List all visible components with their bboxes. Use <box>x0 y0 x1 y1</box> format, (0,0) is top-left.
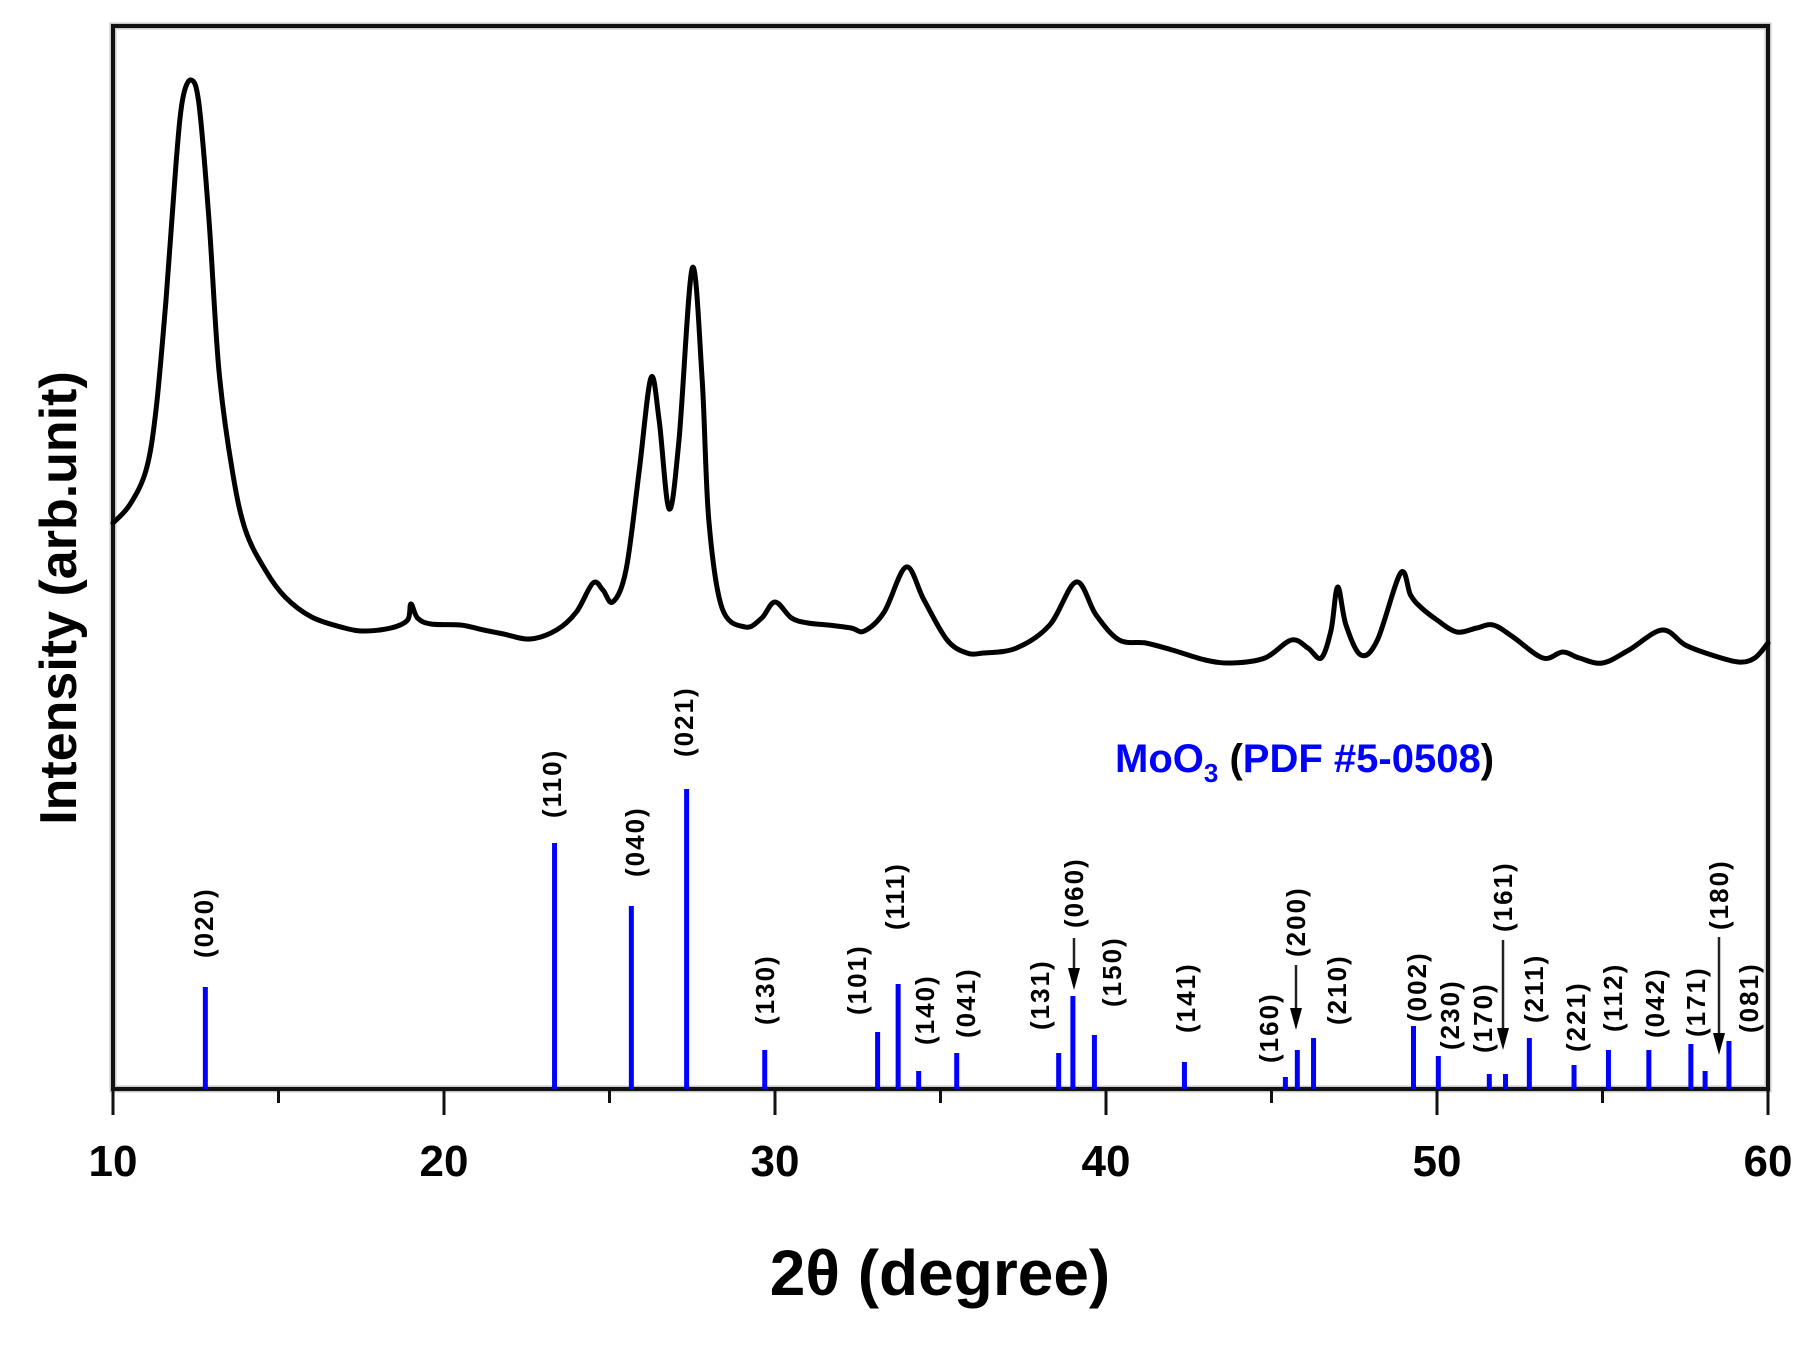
hkl-label: (170) <box>1468 982 1498 1053</box>
hkl-label: (141) <box>1171 962 1201 1033</box>
x-tick-label: 20 <box>420 1137 469 1186</box>
arrow-head-icon <box>1068 968 1080 990</box>
x-axis-title: 2θ (degree) <box>770 1237 1110 1309</box>
hkl-label: (171) <box>1681 966 1711 1037</box>
plot-frame <box>111 24 1770 1091</box>
hkl-label: (101) <box>842 944 872 1015</box>
hkl-label: (160) <box>1254 992 1284 1063</box>
hkl-label: (140) <box>910 974 940 1045</box>
legend-paren-open: ( <box>1218 737 1243 781</box>
legend-compound: MoO <box>1115 737 1204 781</box>
hkl-label: (081) <box>1734 962 1764 1033</box>
arrow-head-icon <box>1290 1008 1302 1030</box>
hkl-label: (041) <box>951 967 981 1038</box>
x-axis-tick-labels: 10 20 30 40 50 60 <box>89 1137 1793 1186</box>
measured-xrd-curve <box>110 77 1771 666</box>
hkl-label: (112) <box>1598 963 1628 1032</box>
hkl-label: (210) <box>1322 954 1352 1025</box>
hkl-label: (131) <box>1025 959 1055 1030</box>
reference-pattern-sticks <box>202 789 1732 1089</box>
x-axis-ticks <box>111 1089 1770 1115</box>
hkl-label: (150) <box>1097 936 1127 1007</box>
legend-subscript: 3 <box>1204 758 1218 788</box>
hkl-label: (021) <box>669 686 699 757</box>
x-tick-label: 40 <box>1082 1137 1131 1186</box>
hkl-label: (060) <box>1059 857 1089 928</box>
legend-paren-close: ) <box>1481 737 1494 781</box>
hkl-label: (221) <box>1561 981 1591 1052</box>
x-tick-label: 50 <box>1413 1137 1462 1186</box>
hkl-label: (040) <box>620 806 650 877</box>
arrow-head-icon <box>1497 1028 1509 1050</box>
hkl-label: (130) <box>750 954 780 1025</box>
hkl-label: (042) <box>1640 967 1670 1038</box>
hkl-label: (230) <box>1435 979 1465 1050</box>
legend-moo3-pdf: MoO3 (PDF #5-0508) <box>1115 737 1494 788</box>
hkl-label: (002) <box>1402 951 1432 1022</box>
hkl-labels: (020) (110) (040) (021) (130) (101) (111) (140)… <box>189 686 1764 1063</box>
x-tick-label: 60 <box>1744 1137 1793 1186</box>
hkl-label: (111) <box>880 862 910 930</box>
hkl-label: (180) <box>1704 859 1734 930</box>
hkl-label: (161) <box>1488 861 1518 932</box>
x-tick-label: 10 <box>89 1137 138 1186</box>
y-axis-title: Intensity (arb.unit) <box>30 371 88 825</box>
plot-frame-shadow <box>109 22 1772 1093</box>
hkl-label: (211) <box>1519 954 1549 1023</box>
hkl-label: (110) <box>537 749 567 818</box>
hkl-label: (200) <box>1281 886 1311 957</box>
x-tick-label: 30 <box>751 1137 800 1186</box>
arrow-head-icon <box>1713 1033 1725 1055</box>
hkl-label: (020) <box>189 887 219 958</box>
legend-pdf-ref: PDF #5-0508 <box>1243 737 1481 781</box>
